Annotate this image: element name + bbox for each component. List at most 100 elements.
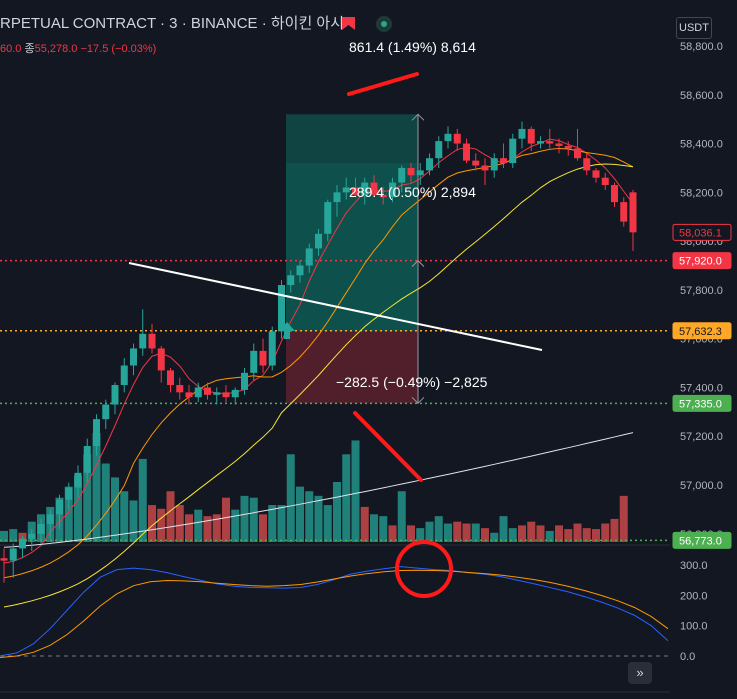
candle-body [620,202,628,222]
volume-bar [194,509,203,542]
flag-icon[interactable] [342,17,355,30]
volume-bar [444,523,452,542]
candle-body [287,275,295,286]
volume-bar [277,505,286,542]
price-tick-label: 58,400.0 [680,139,723,151]
candle-body [167,370,174,386]
candle-body [352,187,359,195]
candle-body [130,348,137,366]
volume-bar [101,463,110,542]
candle-body [370,182,378,195]
volume-bar [157,508,166,542]
volume-bar [240,495,249,542]
candle-body [472,160,480,166]
price-tick-label: 57,400.0 [680,382,723,394]
volume-bar [74,475,82,542]
candle-body [268,331,276,366]
trendline [128,262,543,351]
volume-bar [370,514,378,542]
volume-bar [573,523,582,542]
candle-body [194,387,202,398]
price-axis [670,0,737,699]
candle-body [185,392,193,398]
volume-bar [231,509,240,542]
candle-body [176,385,184,393]
candle-body [83,446,91,473]
volume-bar [9,529,18,542]
candle-body [324,202,332,234]
status-dot-icon [376,16,392,32]
volume-bar [305,491,314,542]
volume-bar [425,521,434,542]
volume-bar [333,482,341,542]
volume-bar [499,516,508,542]
candle-body [65,487,73,500]
candle-body [315,233,322,249]
volume-bar [222,497,230,542]
volume-bar [166,491,175,542]
volume-bar [518,525,526,542]
candle-body [518,128,526,139]
volume-bar [268,505,277,542]
ruler-arrow-mid [411,259,425,267]
candle-body [342,187,350,193]
volume-bar [120,491,129,542]
price-tag-label: 56,773.0 [679,535,722,547]
volume-bar [527,521,536,542]
volume-bar [462,523,471,542]
candle-body [407,167,415,176]
oscillator-tick-label: 300.0 [680,560,708,572]
candle-body [37,524,45,534]
candle-body [93,419,100,446]
candle-body [28,533,36,539]
candle-body [601,177,609,186]
volume-bar [249,497,258,542]
volume-bar [416,528,425,542]
volume-bar [610,518,619,542]
price-tag [672,531,732,549]
highlight-circle [395,540,453,598]
volume-bar [185,514,193,542]
volume-bar [564,529,573,542]
price-tick-label: 57,800.0 [680,285,723,297]
ma-slow-line [3,163,634,608]
volume-bar [407,525,415,542]
volume-bar [592,529,600,542]
candle-body [333,192,341,203]
candle-body [611,185,618,203]
candle-body [537,141,544,144]
ohlc-prefix: 60.0 [0,43,22,55]
candle-body [481,165,489,171]
price-tag [672,394,732,412]
candle-body [574,148,581,159]
candle-body [296,265,304,276]
symbol-title[interactable]: RPETUAL CONTRACT · 3 · BINANCE · 하이킨 아시 [0,15,345,32]
candle-body [398,167,406,183]
scroll-to-realtime-button[interactable]: » [628,662,652,684]
price-tag [672,223,732,241]
candle-body [102,404,110,420]
ma-long-line [3,432,634,548]
highlight-stroke-top [347,72,419,96]
oscillator-tick-label: 0.0 [680,651,695,663]
volume-bar [212,514,221,542]
volume-bar [296,486,304,542]
candle-body [527,128,535,144]
candle-body [120,365,128,386]
currency-selector[interactable]: USDT [676,17,712,39]
candle-body [250,350,258,373]
candle-body [426,158,433,171]
candle-body [259,350,267,366]
candle-body [148,333,156,349]
candle-body [305,248,313,266]
candle-body [444,133,452,142]
ma-fast-line [3,138,634,564]
volume-bar [259,514,267,542]
volume-bar [111,477,119,542]
candle-body [46,514,54,525]
candle-body [19,538,26,549]
candle-body [74,472,82,488]
price-tick-label: 57,000.0 [680,480,723,492]
volume-bar [175,505,184,542]
